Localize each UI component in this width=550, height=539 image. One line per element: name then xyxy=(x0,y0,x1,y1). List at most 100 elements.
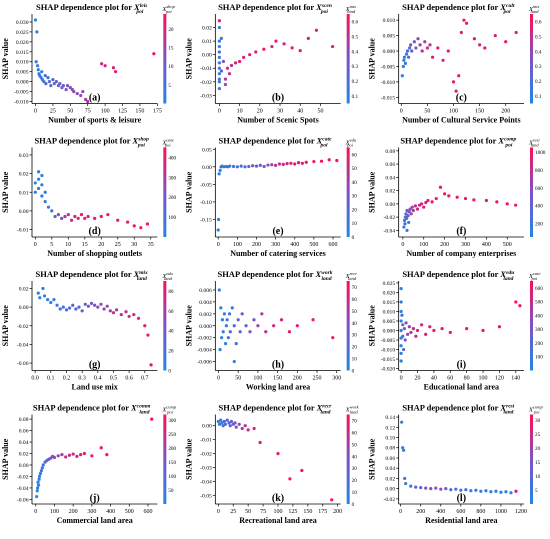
data-point xyxy=(422,205,426,209)
colorbar xyxy=(530,14,533,104)
data-point xyxy=(254,50,258,54)
data-point xyxy=(36,177,41,181)
colorbar-title-sub: land xyxy=(350,410,359,415)
data-point xyxy=(223,342,228,346)
data-point xyxy=(416,37,420,41)
data-point xyxy=(35,494,39,499)
y-tick-label: 0.04 xyxy=(385,466,395,472)
panel-f: SHAP dependence plot for Xcomp poi 0 100 200… xyxy=(368,136,546,259)
data-point xyxy=(227,72,232,76)
data-point xyxy=(256,324,260,328)
colorbar-title-sup: mix xyxy=(350,4,357,9)
colorbar-title-sub: poi xyxy=(530,276,538,281)
data-point xyxy=(408,46,412,50)
data-point xyxy=(146,333,150,337)
y-tick-label: 0.025 xyxy=(383,281,396,287)
data-point xyxy=(113,70,118,74)
data-point xyxy=(411,208,415,213)
x-tick-label: 10 xyxy=(237,109,243,115)
x-tick-label: 0 xyxy=(218,109,221,115)
colorbar-tick-label: 50 xyxy=(352,166,358,172)
colorbar xyxy=(163,147,167,237)
colorbar-tick-label: 40 xyxy=(352,321,358,327)
data-point xyxy=(404,481,408,486)
x-tick-label: 0.6 xyxy=(125,376,133,382)
data-point xyxy=(285,162,289,166)
data-point xyxy=(77,305,81,309)
data-point xyxy=(514,203,518,207)
x-axis-label: Educational land area xyxy=(424,383,499,392)
y-tick-label: -0.01 xyxy=(17,228,29,234)
y-tick-label: 0.05 xyxy=(202,147,212,153)
data-point xyxy=(505,202,509,206)
y-tick-label: -0.010 xyxy=(381,348,396,354)
data-point xyxy=(414,46,418,50)
colorbar-tick-label: 40 xyxy=(168,329,174,335)
data-point xyxy=(40,173,44,178)
x-tick-label: 50 xyxy=(235,376,241,382)
y-tick-label: -0.02 xyxy=(200,452,212,458)
data-point xyxy=(43,190,47,194)
chart-title-sup: resi xyxy=(506,404,515,410)
data-point xyxy=(228,424,232,428)
data-point xyxy=(96,305,100,309)
y-tick-label: 0.000 xyxy=(383,329,396,335)
data-point xyxy=(248,330,252,334)
colorbar-tick-label: 0.5 xyxy=(535,34,542,40)
data-point xyxy=(69,218,74,222)
data-point xyxy=(479,489,483,493)
data-point xyxy=(465,327,469,331)
y-tick-label: 0.00 xyxy=(202,424,212,430)
data-point xyxy=(481,328,485,333)
data-point xyxy=(424,332,428,336)
x-tick-label: 35 xyxy=(148,242,154,248)
data-point xyxy=(116,218,120,222)
chart-title-text: SHAP dependence plot for xyxy=(402,2,500,12)
data-point xyxy=(111,311,116,315)
colorbar-tick-label: 10 xyxy=(352,221,358,227)
chart-title-sup: cult xyxy=(506,3,515,9)
data-point xyxy=(237,59,242,64)
data-point xyxy=(331,336,335,340)
y-tick-label: 0.00 xyxy=(202,53,212,59)
x-tick-label: 150 xyxy=(135,109,144,115)
data-point xyxy=(218,168,222,172)
x-tick-label: 25 xyxy=(230,509,236,515)
chart-title: SHAP dependence plot for Xleis poi xyxy=(36,2,147,15)
data-point xyxy=(139,226,143,230)
data-point xyxy=(76,216,80,220)
chart-title-text: SHAP dependence plot for xyxy=(217,269,315,279)
data-point xyxy=(247,164,251,169)
data-point xyxy=(75,91,79,96)
data-point xyxy=(223,82,228,87)
data-point xyxy=(434,486,438,490)
data-point xyxy=(240,426,244,431)
panel-j: SHAP dependence plot for Xcomm land 0 100 20… xyxy=(1,403,177,526)
colorbar-title: Xresi land xyxy=(528,138,540,148)
data-point xyxy=(68,85,72,90)
x-tick-label: 0.2 xyxy=(63,376,71,382)
data-point xyxy=(217,77,221,81)
data-point xyxy=(127,314,131,319)
data-point xyxy=(80,309,84,313)
data-point xyxy=(49,300,53,305)
y-tick-label: 0.08 xyxy=(385,149,395,155)
data-point xyxy=(412,40,416,44)
colorbar-title-sub: poi xyxy=(165,9,173,14)
data-point xyxy=(58,82,62,86)
x-tick-label: 600 xyxy=(329,242,338,248)
x-tick-label: 200 xyxy=(440,242,449,248)
data-point xyxy=(56,213,60,217)
colorbar-title-sub: land xyxy=(530,9,539,14)
chart-title-text: SHAP dependence plot for xyxy=(402,403,500,413)
y-tick-label: -0.020 xyxy=(381,367,396,373)
colorbar-tick-label: 0.2 xyxy=(535,79,542,85)
data-point xyxy=(264,330,268,334)
y-tick-label: 0.00 xyxy=(19,305,29,311)
data-point xyxy=(514,489,518,493)
data-point xyxy=(270,44,274,49)
data-point xyxy=(221,330,225,334)
data-point xyxy=(459,488,463,492)
x-tick-label: 300 xyxy=(271,242,280,248)
data-point xyxy=(246,428,250,432)
